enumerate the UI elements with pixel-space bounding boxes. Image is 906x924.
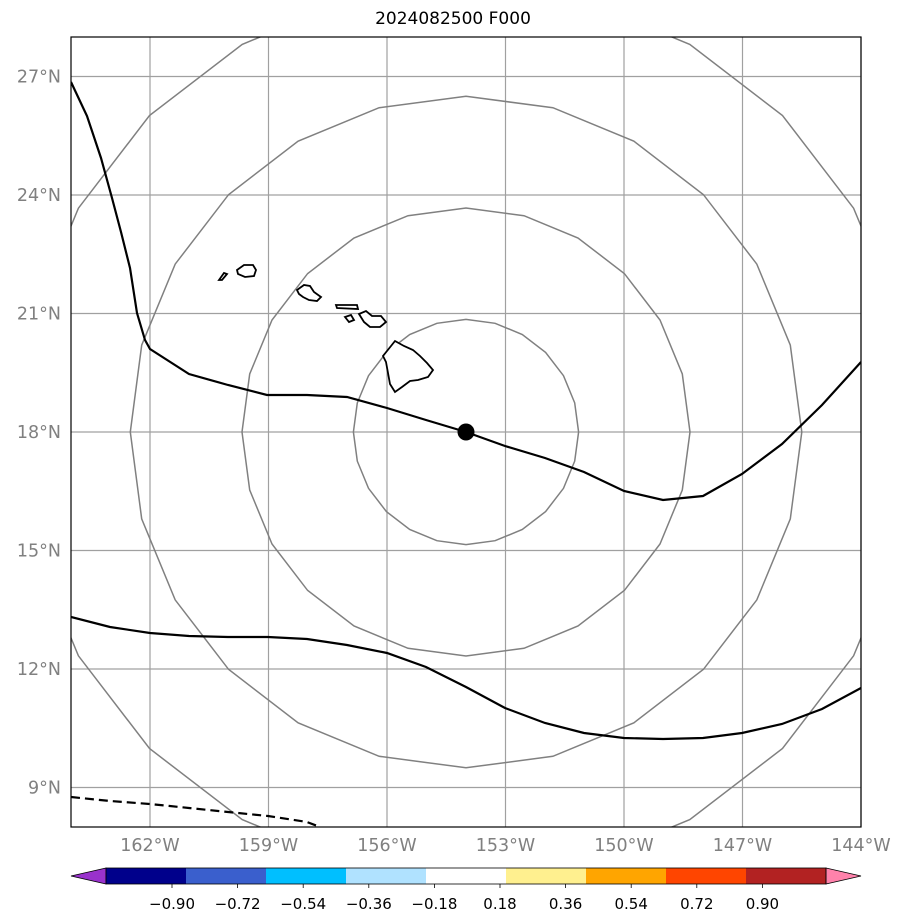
colorbar-tick-label: −0.90	[149, 895, 195, 913]
colorbar-segment	[426, 868, 507, 884]
colorbar-segment	[106, 868, 187, 884]
colorbar-extend-low	[70, 867, 107, 885]
colorbar-tick-label: 0.72	[680, 895, 713, 913]
colorbar-segment	[666, 868, 747, 884]
lon-tick-label: 162°W	[120, 836, 179, 856]
lat-tick-label: 27°N	[17, 68, 61, 88]
colorbar-segment	[346, 868, 427, 884]
island-oahu	[295, 284, 323, 302]
lon-tick-label: 147°W	[713, 836, 772, 856]
colorbar-tick-label: 0.18	[483, 895, 516, 913]
colorbar-tick-label: −0.72	[215, 895, 261, 913]
island-hawaii	[381, 339, 435, 394]
contour-line-north	[71, 81, 861, 502]
range-ring	[129, 95, 803, 769]
plot-frame	[70, 36, 862, 828]
island-kauai	[235, 264, 257, 278]
contour-lines	[71, 81, 861, 827]
lat-tick-label: 15°N	[17, 542, 61, 562]
lat-tick-label: 24°N	[17, 186, 61, 206]
range-ring	[71, 37, 861, 827]
lat-tick-label: 21°N	[17, 305, 61, 325]
lon-tick-label: 159°W	[239, 836, 298, 856]
colorbar-tick-label: 0.36	[549, 895, 582, 913]
lon-tick-label: 156°W	[357, 836, 416, 856]
longitude-tick-labels: 162°W 159°W 156°W 153°W 150°W 147°W 144°W	[120, 836, 890, 856]
island-lanai	[343, 313, 356, 324]
lat-tick-label: 18°N	[17, 423, 61, 443]
colorbar-segment	[506, 868, 587, 884]
hawaiian-islands-coastline	[217, 264, 435, 394]
colorbar-tick-label: 0.54	[614, 895, 647, 913]
colorbar-segment	[186, 868, 267, 884]
colorbar-frame	[105, 867, 827, 885]
range-ring	[352, 318, 580, 546]
lon-tick-label: 153°W	[476, 836, 535, 856]
colorbar-segment	[586, 868, 667, 884]
colorbar-tick-label: 0.90	[746, 895, 779, 913]
map-title: 2024082500 F000	[375, 9, 531, 29]
lon-tick-label: 144°W	[831, 836, 890, 856]
colorbar-extend-high	[825, 867, 862, 885]
lat-tick-label: 12°N	[17, 660, 61, 680]
range-ring	[241, 207, 691, 657]
colorbar-tick-label: −0.54	[280, 895, 326, 913]
island-niihau	[217, 271, 229, 281]
colorbar-segment	[266, 868, 347, 884]
colorbar	[70, 867, 862, 885]
contour-line-south	[71, 615, 861, 741]
colorbar-tick-labels: −0.90 −0.72 −0.54 −0.36 −0.18 0.18 0.36 0.54 0.7…	[149, 884, 779, 913]
storm-center-marker	[457, 423, 475, 441]
colorbar-tick-label: −0.18	[411, 895, 457, 913]
contour-line-southwest-dashed	[71, 795, 321, 827]
colorbar-tick-label: −0.36	[346, 895, 392, 913]
island-maui	[357, 309, 388, 328]
colorbar-segment	[746, 868, 827, 884]
latitude-tick-labels: 9°N 12°N 15°N 18°N 21°N 24°N 27°N	[17, 68, 61, 799]
island-molokai	[334, 304, 360, 310]
lon-tick-label: 150°W	[594, 836, 653, 856]
lat-tick-label: 9°N	[28, 779, 61, 799]
range-rings	[71, 37, 861, 827]
